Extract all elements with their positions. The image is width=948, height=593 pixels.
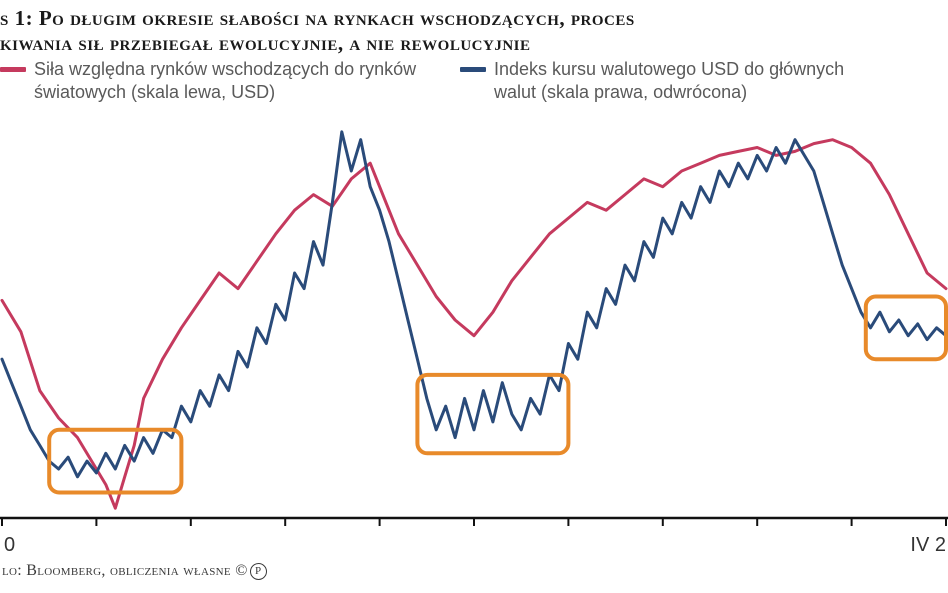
legend: Siła względna rynków wschodzących do ryn… [0,58,918,103]
legend-label-1: Siła względna rynków wschodzących do ryn… [34,58,420,103]
source-badge-icon: P [250,563,267,580]
source-text: lo: Bloomberg, obliczenia własne ©P [2,562,267,580]
title-line-1: s 1: Po długim okresie słabości na rynka… [0,6,635,30]
legend-label-2: Indeks kursu walutowego USD do głównych … [494,58,880,103]
highlight-box-3 [866,297,946,360]
chart-title: s 1: Po długim okresie słabości na rynka… [0,6,944,56]
legend-swatch-1 [0,67,26,72]
series-2-line [2,132,946,477]
title-line-2: kiwania sił przebiegał ewolucyjnie, a ni… [0,31,531,55]
legend-item-1: Siła względna rynków wschodzących do ryn… [0,58,420,103]
source-label: lo: Bloomberg, obliczenia własne © [2,562,248,579]
x-axis-label-left: 0 [4,534,15,557]
x-axis-label-right: IV 2 [910,534,946,557]
legend-swatch-2 [460,67,486,72]
legend-item-2: Indeks kursu walutowego USD do głównych … [460,58,880,103]
chart-plot [0,120,948,530]
